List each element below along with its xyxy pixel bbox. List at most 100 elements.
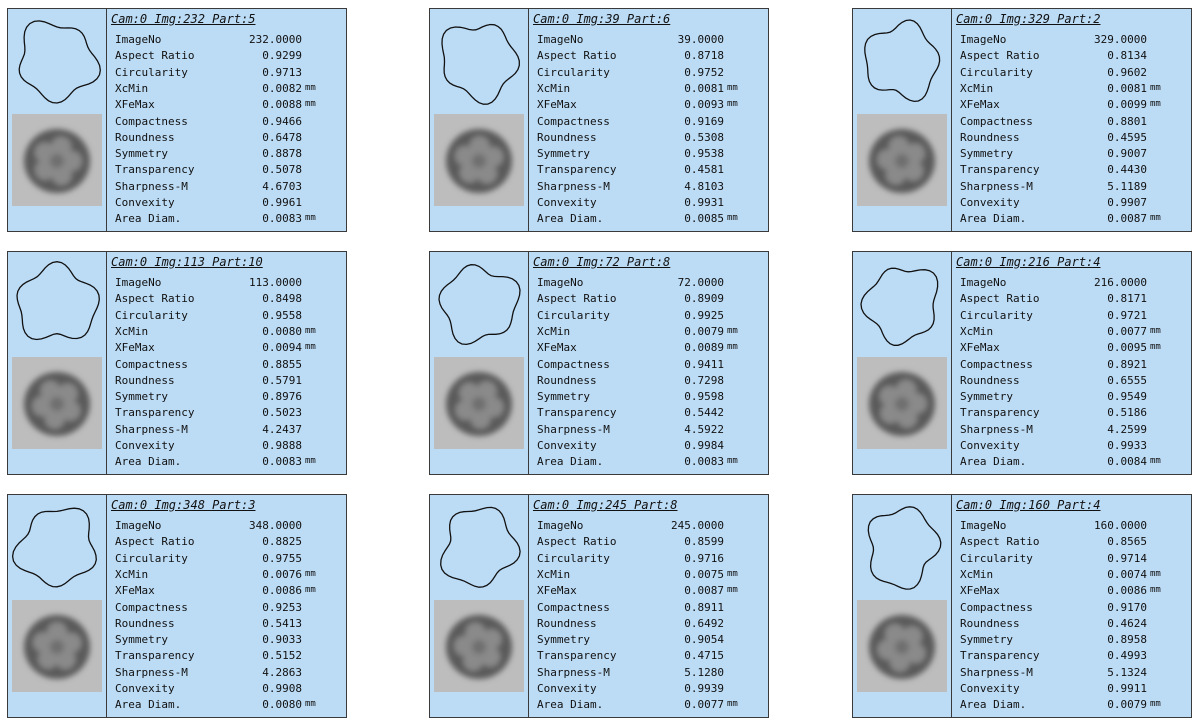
- field-value: 5.1189: [1107, 179, 1147, 193]
- field-value: 0.4715: [684, 649, 724, 663]
- field-label: Circularity: [537, 308, 610, 322]
- field-label: Convexity: [960, 682, 1020, 695]
- field-label: ImageNo: [537, 33, 584, 46]
- field-label: Area Diam.: [115, 455, 182, 469]
- particle-card: Cam:0 Img:160 Part:4 ImageNo 160.0000 Aspec…: [852, 494, 1192, 718]
- field-value: 0.9925: [684, 308, 724, 322]
- field-value: 0.9752: [684, 65, 724, 79]
- field-value: 4.2437: [262, 422, 302, 436]
- field-label: Roundness: [537, 616, 597, 630]
- field-label: XcMin: [537, 81, 571, 95]
- field-label: Sharpness-M: [960, 665, 1033, 679]
- field-label: Circularity: [115, 551, 188, 565]
- field-label: Transparency: [115, 406, 195, 420]
- field-value: 0.9984: [684, 439, 724, 452]
- field-label: Aspect Ratio: [960, 535, 1040, 549]
- field-label: Convexity: [960, 439, 1020, 452]
- field-value: 0.0089: [684, 341, 724, 355]
- field-label: XcMin: [960, 81, 994, 95]
- field-value: 0.9170: [1107, 600, 1147, 614]
- field-unit: mm: [305, 568, 316, 579]
- field-label: Transparency: [537, 163, 617, 177]
- field-label: Circularity: [960, 65, 1033, 79]
- field-label: Transparency: [115, 649, 195, 663]
- particle-outline: [18, 20, 101, 104]
- field-unit: mm: [727, 213, 738, 224]
- field-value: 0.0079: [1107, 698, 1147, 712]
- field-value: 0.0083: [262, 212, 302, 226]
- field-value: 0.4624: [1107, 616, 1147, 630]
- field-label: Area Diam.: [115, 698, 182, 712]
- field-label: XFeMax: [115, 584, 155, 598]
- divider: [951, 252, 952, 474]
- field-label: Convexity: [115, 196, 175, 209]
- field-unit: mm: [1150, 342, 1161, 353]
- field-value: 4.5922: [684, 422, 724, 436]
- field-label: XcMin: [115, 567, 149, 581]
- field-value: 0.0087: [684, 584, 724, 598]
- field-value: 0.9908: [262, 682, 302, 695]
- field-label: XcMin: [115, 324, 149, 338]
- particle-image: [857, 357, 947, 449]
- field-label: Area Diam.: [537, 212, 604, 226]
- field-unit: mm: [1150, 325, 1161, 336]
- card-title: Cam:0 Img:348 Part:3: [111, 498, 256, 512]
- field-label: Circularity: [115, 308, 188, 322]
- field-value: 0.9933: [1107, 439, 1147, 452]
- field-value: 0.9169: [684, 114, 724, 128]
- field-label: Compactness: [115, 357, 188, 371]
- field-unit: mm: [727, 82, 738, 93]
- field-value: 0.5078: [262, 163, 302, 177]
- field-value: 0.5442: [684, 406, 724, 420]
- field-value: 0.8921: [1107, 357, 1147, 371]
- field-value: 0.8958: [1107, 633, 1147, 647]
- field-label: Roundness: [537, 373, 597, 387]
- field-value: 329.0000: [1094, 33, 1147, 46]
- particle-card: Cam:0 Img:348 Part:3 ImageNo 348.0000 Aspec…: [7, 494, 347, 718]
- field-value: 0.6555: [1107, 373, 1147, 387]
- field-value: 0.8171: [1107, 292, 1147, 306]
- field-label: Area Diam.: [960, 212, 1027, 226]
- particle-outline: [440, 506, 521, 588]
- particle-image: [857, 600, 947, 692]
- field-value: 0.0086: [1107, 584, 1147, 598]
- field-label: Roundness: [115, 616, 175, 630]
- field-value: 0.8911: [684, 600, 724, 614]
- field-unit: mm: [1150, 568, 1161, 579]
- divider: [106, 252, 107, 474]
- field-unit: mm: [1150, 99, 1161, 110]
- field-value: 0.8599: [684, 535, 724, 549]
- particle-card: Cam:0 Img:72 Part:8 ImageNo 72.0000 Aspect …: [429, 251, 769, 475]
- field-value: 0.9299: [262, 49, 302, 63]
- field-value: 0.9888: [262, 439, 302, 452]
- field-label: Symmetry: [537, 390, 590, 404]
- field-label: Sharpness-M: [115, 422, 188, 436]
- field-label: XcMin: [537, 324, 571, 338]
- field-label: Transparency: [960, 406, 1040, 420]
- field-unit: mm: [727, 568, 738, 579]
- field-value: 0.8801: [1107, 114, 1147, 128]
- field-label: Transparency: [115, 163, 195, 177]
- field-unit: mm: [1150, 699, 1161, 710]
- field-value: 0.0095: [1107, 341, 1147, 355]
- particle-outline: [860, 267, 939, 346]
- field-label: Aspect Ratio: [537, 535, 617, 549]
- field-label: Transparency: [537, 649, 617, 663]
- field-unit: mm: [305, 82, 316, 93]
- field-unit: mm: [305, 99, 316, 110]
- field-value: 0.0074: [1107, 567, 1147, 581]
- field-label: XcMin: [960, 567, 994, 581]
- field-value: 0.8976: [262, 390, 302, 404]
- field-value: 0.0087: [1107, 212, 1147, 226]
- field-label: Roundness: [960, 373, 1020, 387]
- field-label: Aspect Ratio: [960, 292, 1040, 306]
- field-value: 4.8103: [684, 179, 724, 193]
- field-label: Symmetry: [960, 390, 1013, 404]
- field-value: 0.9411: [684, 357, 724, 371]
- field-value: 4.2863: [262, 665, 302, 679]
- field-value: 0.8825: [262, 535, 302, 549]
- field-label: XFeMax: [115, 98, 155, 112]
- field-unit: mm: [305, 699, 316, 710]
- field-value: 0.9033: [262, 633, 302, 647]
- field-label: Roundness: [537, 130, 597, 144]
